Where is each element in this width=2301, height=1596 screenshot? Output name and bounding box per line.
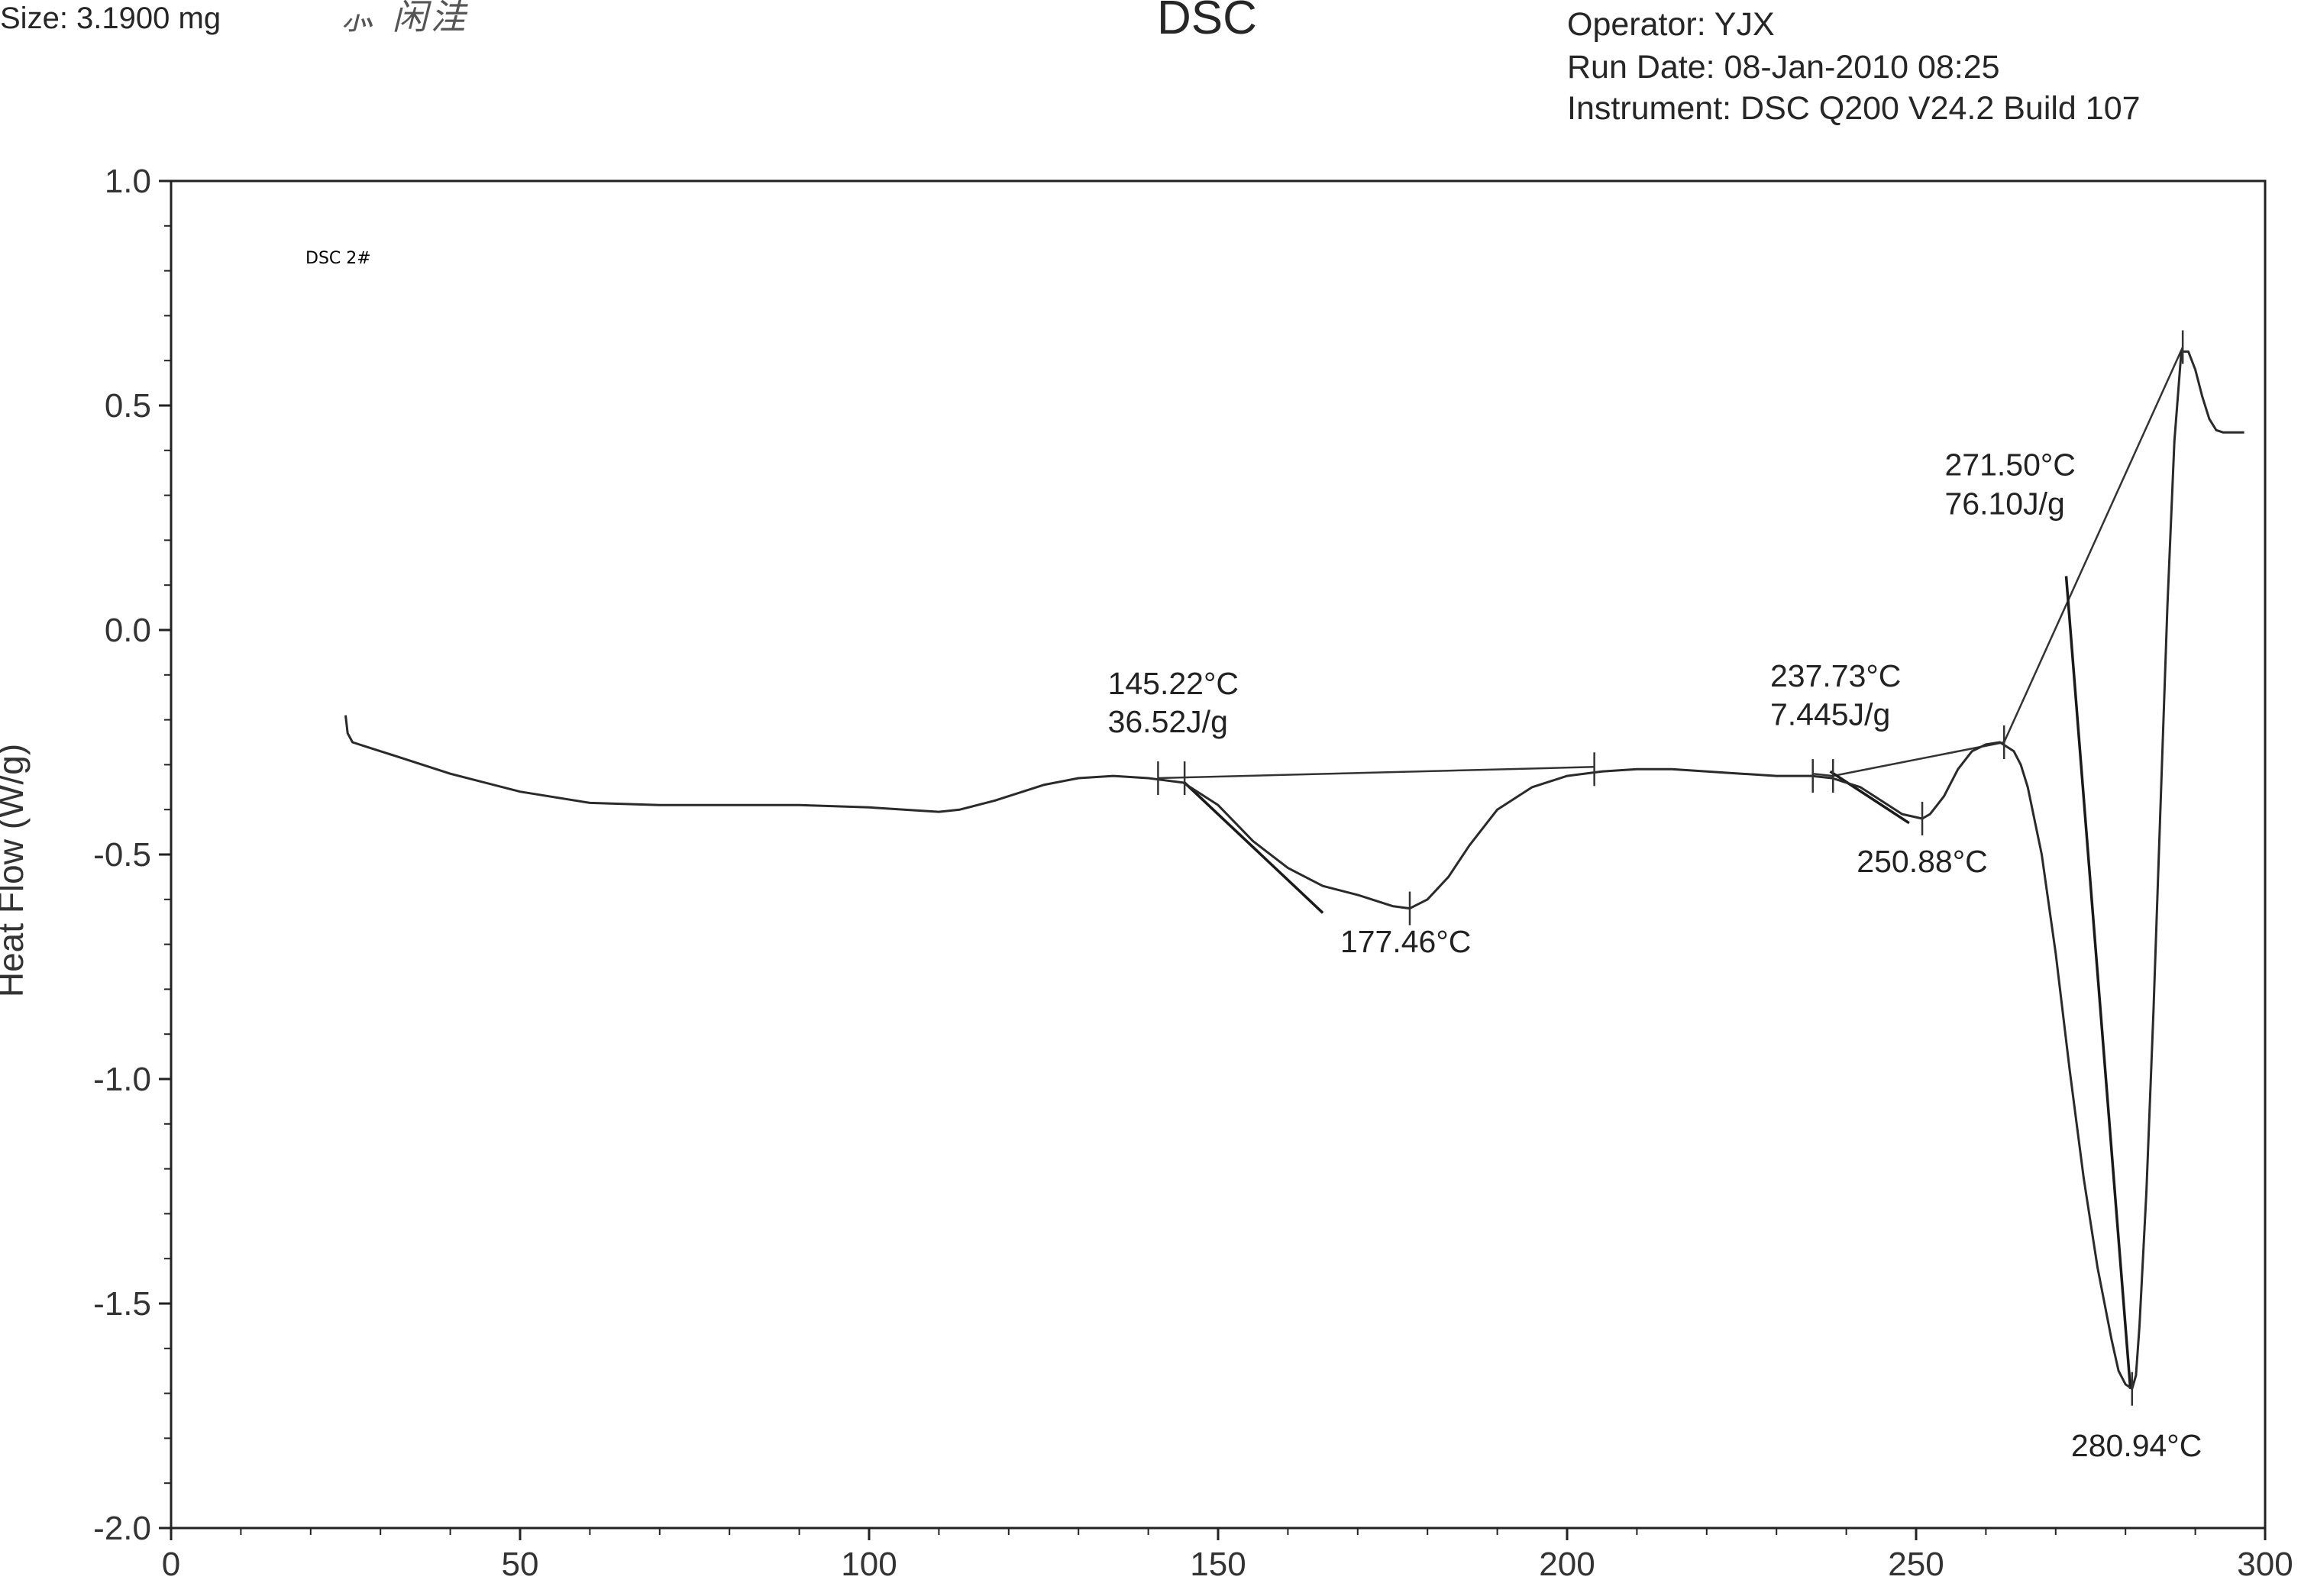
peak-annotation: 7.445J/g xyxy=(1770,697,1890,732)
x-tick-label: 200 xyxy=(1539,1546,1595,1583)
peak-annotation: 36.52J/g xyxy=(1108,704,1228,739)
x-tick-label: 100 xyxy=(841,1546,897,1583)
baseline-lines xyxy=(1158,347,2184,780)
chart-title: DSC xyxy=(1157,0,1257,44)
tangent-line xyxy=(1829,770,1910,825)
sample-label: DSC 2# xyxy=(305,249,371,268)
baseline-line xyxy=(1158,766,1595,780)
handwritten-note: ⺗ 闲洼 xyxy=(340,0,469,37)
peak-annotations: 145.22°C36.52J/g 177.46°C 237.73°C 7.445J/g… xyxy=(1108,447,2202,1463)
y-tick-label: -1.0 xyxy=(93,1061,151,1098)
analysis-markers xyxy=(1157,330,2184,1406)
peak-annotation: 145.22°C xyxy=(1108,666,1239,701)
x-tick-label: 300 xyxy=(2237,1546,2293,1583)
operator-text: Operator: YJX xyxy=(1567,6,1775,43)
y-tick-label: -0.5 xyxy=(93,836,151,874)
tangent-line xyxy=(2064,576,2132,1389)
peak-annotation: 177.46°C xyxy=(1340,924,1471,959)
x-tick-label: 250 xyxy=(1888,1546,1944,1583)
peak-annotation: 76.10J/g xyxy=(1944,486,2064,521)
tangent-lines xyxy=(1183,576,2132,1389)
baseline-line xyxy=(1812,347,2184,777)
heat-flow-curve xyxy=(344,350,2244,1391)
x-tick-label: 150 xyxy=(1190,1546,1246,1583)
y-tick-label: -2.0 xyxy=(93,1510,151,1547)
peak-annotation: 280.94°C xyxy=(2071,1428,2202,1463)
x-tick-label: 0 xyxy=(162,1546,180,1583)
axis-ticks xyxy=(159,179,2267,1540)
y-tick-label: 0.0 xyxy=(105,612,151,649)
instrument-text: Instrument: DSC Q200 V24.2 Build 107 xyxy=(1567,90,2141,127)
axis-tick-labels: 1.0 0.5 0.0 -0.5 -1.0 -1.5 -2.0 0 50 100 150 200 250… xyxy=(93,163,2293,1583)
peak-annotation: 271.50°C xyxy=(1944,447,2075,483)
peak-annotation: 237.73°C xyxy=(1770,658,1901,693)
y-tick-label: 1.0 xyxy=(105,163,151,200)
tangent-line xyxy=(1183,781,1324,914)
sample-size-text: Size: 3.1900 mg xyxy=(0,2,221,35)
y-tick-label: 0.5 xyxy=(105,387,151,425)
y-tick-label: -1.5 xyxy=(93,1285,151,1323)
peak-annotation: 250.88°C xyxy=(1857,844,1987,879)
y-axis-label: Heat Flow (W/g) xyxy=(0,744,31,997)
x-tick-label: 50 xyxy=(502,1546,539,1583)
run-date-text: Run Date: 08-Jan-2010 08:25 xyxy=(1567,49,2000,86)
